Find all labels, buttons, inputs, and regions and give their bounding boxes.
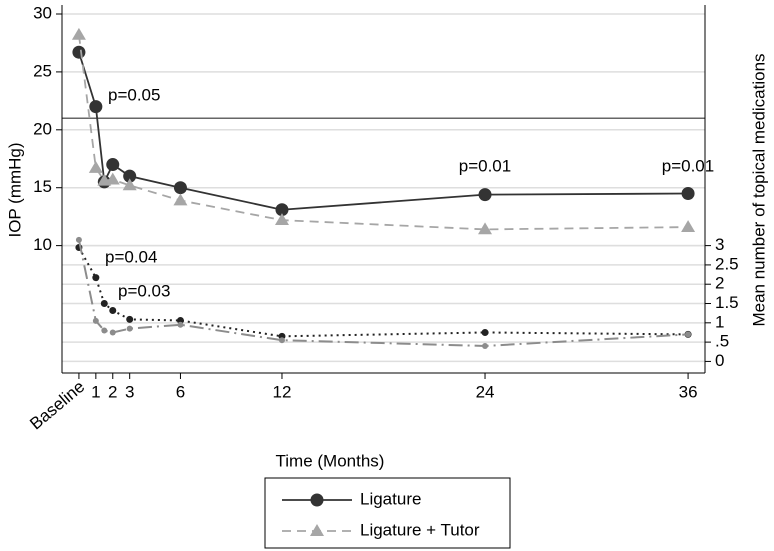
legend-marker	[310, 524, 324, 536]
series-line	[77, 239, 689, 347]
x-tick-label: 36	[679, 382, 698, 401]
y-tick-label: 20	[33, 119, 52, 138]
marker	[482, 342, 489, 349]
marker	[88, 161, 103, 173]
marker	[109, 329, 116, 336]
marker	[89, 100, 103, 114]
marker	[75, 236, 82, 243]
x-tick-label: 3	[125, 382, 134, 401]
marker	[126, 325, 133, 332]
y2-tick-label: 2.5	[715, 254, 739, 273]
marker	[173, 193, 188, 206]
y-tick-label: 25	[33, 61, 52, 80]
x-tick-label: Baseline	[26, 377, 88, 433]
legend-marker	[310, 493, 324, 507]
marker	[109, 306, 117, 314]
marker	[681, 187, 695, 200]
legend-label: Ligature	[360, 489, 421, 508]
y2-tick-label: 1	[715, 312, 724, 331]
x-tick-label: 12	[273, 382, 292, 401]
y2-tick-label: 3	[715, 235, 724, 254]
marker	[278, 337, 285, 344]
y-axis-title: IOP (mmHg)	[5, 142, 24, 237]
marker	[72, 45, 86, 59]
marker	[123, 169, 137, 183]
series-line	[78, 34, 689, 231]
annotation: p=0.01	[662, 156, 714, 175]
annotation: p=0.01	[459, 156, 511, 175]
y2-axis-title: Mean number of topical medications	[749, 53, 768, 326]
y2-tick-label: 2	[715, 274, 724, 293]
x-axis-title: Time (Months)	[276, 451, 385, 470]
marker	[101, 327, 108, 334]
y2-tick-label: 1.5	[715, 293, 739, 312]
y-tick-label: 10	[33, 235, 52, 254]
marker	[478, 188, 492, 202]
marker	[681, 220, 696, 232]
marker	[92, 317, 99, 324]
x-tick-label: 24	[476, 382, 495, 401]
marker	[100, 300, 108, 308]
marker	[105, 172, 120, 185]
annotation: p=0.03	[118, 281, 170, 300]
y-tick-label: 15	[33, 177, 52, 196]
marker	[177, 321, 184, 328]
marker	[92, 274, 100, 282]
y2-tick-label: 0	[715, 351, 724, 370]
annotation: p=0.05	[108, 85, 160, 104]
annotation: p=0.04	[105, 247, 157, 266]
marker	[685, 331, 692, 338]
legend-label: Ligature + Tutor	[360, 520, 480, 539]
series-line	[78, 51, 689, 211]
marker	[122, 178, 137, 191]
marker	[126, 315, 134, 323]
marker	[71, 27, 86, 40]
x-tick-label: 2	[108, 382, 117, 401]
marker	[481, 328, 489, 336]
marker	[173, 181, 187, 195]
x-tick-label: 1	[91, 382, 100, 401]
x-tick-label: 6	[176, 382, 185, 401]
marker	[478, 222, 493, 235]
marker	[274, 213, 289, 226]
marker	[106, 158, 120, 172]
marker	[275, 203, 289, 217]
y2-tick-label: .5	[715, 332, 729, 351]
legend-box	[264, 477, 511, 549]
y-tick-label: 30	[33, 3, 52, 22]
marker	[176, 317, 184, 325]
